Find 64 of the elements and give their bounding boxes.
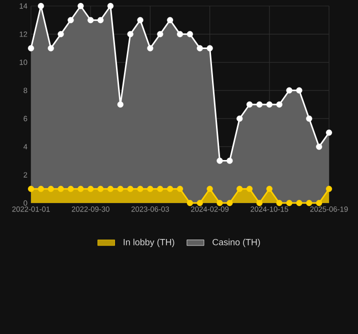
legend-label: Casino (TH) [212, 238, 260, 248]
point [226, 158, 233, 164]
point [256, 200, 263, 206]
point [147, 186, 154, 192]
point [276, 101, 282, 108]
point [246, 186, 253, 192]
point [97, 186, 104, 192]
point [186, 200, 193, 206]
legend-label: In lobby (TH) [124, 238, 174, 248]
point [137, 17, 144, 24]
point [236, 186, 243, 192]
point [78, 186, 84, 192]
point [226, 200, 233, 206]
point [157, 31, 164, 38]
point [316, 144, 322, 150]
point [236, 116, 243, 122]
point [186, 31, 193, 38]
point [196, 200, 203, 206]
point [28, 186, 34, 192]
point [107, 2, 114, 10]
point [176, 31, 184, 38]
point [266, 186, 272, 192]
point [137, 186, 144, 192]
point [68, 17, 74, 24]
point [88, 186, 94, 192]
point [58, 186, 64, 192]
point [48, 45, 54, 52]
point [296, 200, 302, 206]
point [296, 87, 302, 94]
point [266, 101, 272, 108]
point [127, 31, 134, 38]
point [68, 186, 74, 192]
point [326, 130, 332, 136]
point [286, 87, 292, 94]
point [196, 45, 203, 52]
point [88, 17, 94, 24]
point [157, 186, 164, 192]
point [117, 101, 124, 108]
point [286, 200, 292, 206]
point [28, 45, 34, 52]
point [306, 200, 312, 206]
point [176, 186, 184, 192]
point [107, 186, 114, 192]
point [58, 31, 64, 38]
point [167, 17, 174, 24]
point [48, 186, 54, 192]
point [167, 186, 174, 192]
point [206, 186, 213, 192]
point [147, 45, 154, 52]
point [127, 186, 134, 192]
point [306, 116, 312, 122]
point [316, 200, 322, 206]
point [78, 2, 84, 10]
point [216, 200, 223, 206]
point [97, 17, 104, 24]
point [246, 101, 253, 108]
point [206, 45, 213, 52]
point [256, 101, 263, 108]
point [326, 186, 332, 192]
point [38, 186, 44, 192]
point [38, 2, 44, 10]
point [216, 158, 223, 164]
point [276, 200, 282, 206]
point [117, 186, 124, 192]
